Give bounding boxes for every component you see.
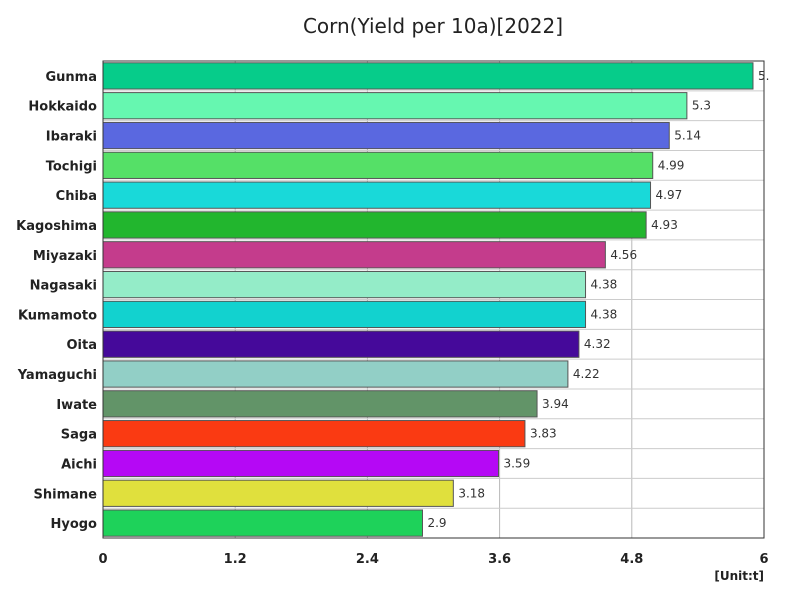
bar-hyogo [102,509,423,537]
bar-miyazaki [102,241,606,269]
data-label: 2.9 [427,516,446,530]
data-label: 4.38 [591,278,618,292]
data-label: 4.97 [656,188,683,202]
bar-gunma [102,62,754,90]
bars [102,62,754,537]
data-label: 5.14 [674,129,701,143]
x-tick-label: 4.8 [620,552,643,567]
data-label: 4.56 [610,248,637,262]
category-label: Tochigi [46,159,97,174]
category-label: Saga [61,428,97,443]
category-label: Kagoshima [16,219,97,234]
bar-hokkaido [102,92,688,120]
bar-kagoshima [102,211,647,239]
bar-yamaguchi [102,360,569,388]
category-labels: Gunma Hokkaido Ibaraki Tochigi Chiba Kagoshim… [16,70,97,532]
category-label: Chiba [56,189,97,204]
bar-tochigi [102,151,654,179]
x-tick-label: 1.2 [224,552,247,567]
bar-oita [102,330,580,358]
unit-label: [Unit:t] [714,569,764,583]
x-tick-label: 2.4 [356,552,379,567]
bar-saga [102,420,526,448]
category-label: Shimane [34,487,98,502]
category-label: Yamaguchi [17,368,97,383]
category-label: Kumamoto [18,308,97,323]
x-tick-label: 6 [759,552,768,567]
plot-frame [102,60,765,539]
data-label: 4.32 [584,337,611,351]
bar-ibaraki [102,121,670,150]
data-label: 4.99 [658,158,685,172]
category-label: Miyazaki [33,249,97,264]
bar-aichi [102,449,499,478]
data-label: 3.83 [530,427,557,441]
data-label: 5.3 [692,99,711,113]
bar-shimane [102,479,454,507]
x-tick-label: 3.6 [488,552,511,567]
data-label: 4.38 [591,307,618,321]
category-label: Hyogo [50,517,97,532]
category-label: Ibaraki [46,130,97,145]
data-label: 3.18 [458,486,485,500]
bar-kumamoto [102,300,587,329]
category-label: Gunma [46,70,98,85]
x-tick-label: 0 [98,552,107,567]
data-label: 4.93 [651,218,678,232]
x-axis-ticks: 0 1.2 2.4 3.6 4.8 6 [98,552,768,567]
bar-nagasaki [102,270,587,299]
bar-iwate [102,390,538,418]
category-label: Aichi [61,457,97,472]
category-label: Iwate [56,398,97,413]
data-label: 3.94 [542,397,569,411]
category-label: Oita [67,338,98,353]
bar-chiba [102,181,652,209]
category-label: Nagasaki [30,279,97,294]
data-label: 3.59 [503,456,530,470]
category-label: Hokkaido [28,100,97,115]
data-label: 4.22 [573,367,600,381]
chart-title: Corn(Yield per 10a)[2022] [302,14,564,38]
